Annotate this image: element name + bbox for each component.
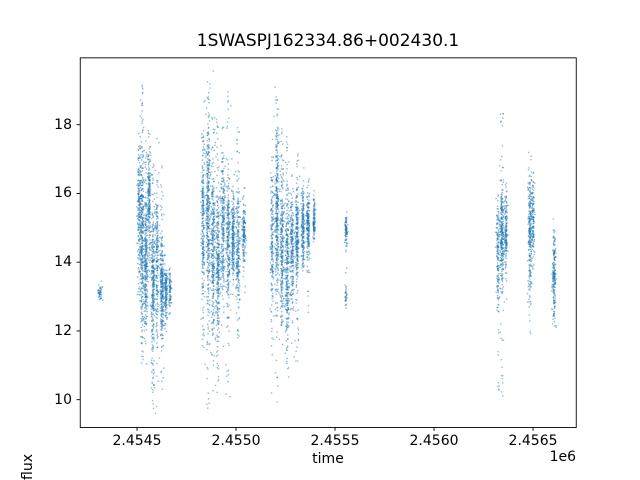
y-tick-label: 18 [54,116,72,133]
x-tick-label: 2.4555 [310,433,360,450]
y-axis-label: flux [20,454,36,480]
x-axis-label: time [312,451,344,467]
chart-title: 1SWASPJ162334.86+002430.1 [196,31,460,51]
y-tick-label: 16 [54,185,72,202]
y-tick-label: 14 [54,254,72,271]
y-tick-label: 12 [54,322,72,339]
x-tick-label: 2.4560 [409,433,459,450]
x-tick-label: 2.4550 [211,433,261,450]
x-tick-label: 2.4565 [508,433,558,450]
x-tick-label: 2.4545 [112,433,162,450]
y-tick-label: 10 [54,391,72,408]
x-axis-offset-label: 1e6 [549,449,576,465]
